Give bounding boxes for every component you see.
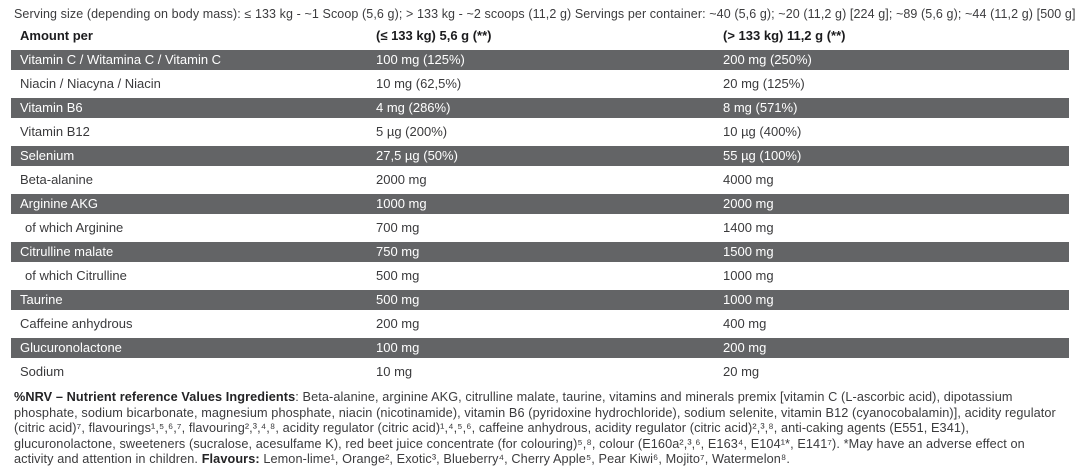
amount-small-serving: 500 mg [376,268,420,283]
amount-large-serving: 1500 mg [723,244,774,259]
table-row: Caffeine anhydrous 200 mg 400 mg [11,312,1069,336]
amount-small-serving: 1000 mg [376,196,427,211]
table-row: of which Citrulline 500 mg 1000 mg [11,264,1069,288]
nutrient-name: Taurine [20,292,63,307]
amount-small-serving: 100 mg [376,340,420,355]
table-row: Citrulline malate 750 mg 1500 mg [11,240,1069,264]
nutrient-name: of which Arginine [25,220,124,235]
nutrient-name: Caffeine anhydrous [20,316,133,331]
flavours-list: Lemon-lime¹, Orange², Exotic³, Blueberry… [259,452,790,467]
amount-small-serving: 2000 mg [376,172,427,187]
header-amount-per: Amount per [20,28,93,43]
amount-small-serving: 200 mg [376,316,420,331]
ingredients-footnote: %NRV – Nutrient reference Values Ingredi… [14,390,1066,468]
amount-large-serving: 2000 mg [723,196,774,211]
table-row: Vitamin B12 5 µg (200%) 10 µg (400%) [11,120,1069,144]
nutrient-name: Beta-alanine [20,172,93,187]
amount-large-serving: 200 mg [723,340,767,355]
table-body: Vitamin C / Witamina C / Vitamin C 100 m… [11,48,1069,384]
table-row: Selenium 27,5 µg (50%) 55 µg (100%) [11,144,1069,168]
nutrition-table: Vitamin C / Witamina C / Vitamin C 100 m… [11,48,1069,384]
ingredients-text: : Beta-alanine, arginine AKG, citrulline… [14,390,1056,467]
table-row: Niacin / Niacyna / Niacin 10 mg (62,5%) … [11,72,1069,96]
amount-large-serving: 55 µg (100%) [723,148,802,163]
amount-small-serving: 27,5 µg (50%) [376,148,458,163]
table-row: of which Arginine 700 mg 1400 mg [11,216,1069,240]
amount-small-serving: 700 mg [376,220,420,235]
amount-small-serving: 10 mg [376,364,413,379]
amount-small-serving: 500 mg [376,292,420,307]
table-row: Beta-alanine 2000 mg 4000 mg [11,168,1069,192]
nutrient-name: of which Citrulline [25,268,127,283]
amount-small-serving: 5 µg (200%) [376,124,448,139]
amount-large-serving: 1400 mg [723,220,774,235]
table-header-row: Amount per (≤ 133 kg) 5,6 g (**) (> 133 … [11,26,1069,46]
nrv-ingredients-label: %NRV – Nutrient reference Values Ingredi… [14,390,296,404]
amount-large-serving: 400 mg [723,316,767,331]
amount-small-serving: 750 mg [376,244,420,259]
amount-large-serving: 8 mg (571%) [723,100,798,115]
nutrient-name: Vitamin B6 [20,100,83,115]
table-row: Taurine 500 mg 1000 mg [11,288,1069,312]
nutrient-name: Citrulline malate [20,244,114,259]
table-row: Arginine AKG 1000 mg 2000 mg [11,192,1069,216]
nutrient-name: Sodium [20,364,65,379]
nutrient-name: Selenium [20,148,75,163]
table-row: Vitamin B6 4 mg (286%) 8 mg (571%) [11,96,1069,120]
table-row: Vitamin C / Witamina C / Vitamin C 100 m… [11,48,1069,72]
amount-large-serving: 4000 mg [723,172,774,187]
nutrient-name: Vitamin B12 [20,124,90,139]
amount-small-serving: 4 mg (286%) [376,100,451,115]
nutrient-name: Vitamin C / Witamina C / Vitamin C [20,52,222,67]
nutrient-name: Glucuronolactone [20,340,122,355]
amount-large-serving: 10 µg (400%) [723,124,802,139]
amount-small-serving: 100 mg (125%) [376,52,465,67]
table-row: Glucuronolactone 100 mg 200 mg [11,336,1069,360]
header-small-serving: (≤ 133 kg) 5,6 g (**) [376,28,492,43]
amount-large-serving: 20 mg (125%) [723,76,805,91]
nutrient-name: Arginine AKG [20,196,99,211]
amount-large-serving: 1000 mg [723,268,774,283]
flavours-label: Flavours: [201,452,260,467]
amount-large-serving: 1000 mg [723,292,774,307]
serving-size-line: Serving size (depending on body mass): ≤… [14,7,1076,21]
table-row: Sodium 10 mg 20 mg [11,360,1069,384]
amount-large-serving: 200 mg (250%) [723,52,812,67]
amount-small-serving: 10 mg (62,5%) [376,76,462,91]
header-large-serving: (> 133 kg) 11,2 g (**) [723,28,846,43]
amount-large-serving: 20 mg [723,364,760,379]
nutrient-name: Niacin / Niacyna / Niacin [20,76,161,91]
